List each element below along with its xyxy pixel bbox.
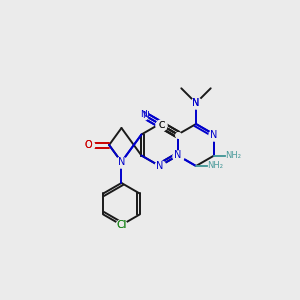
Text: C: C <box>158 121 165 130</box>
Text: N: N <box>192 98 200 108</box>
Text: N: N <box>118 157 125 167</box>
Text: O: O <box>84 140 92 150</box>
Text: Cl: Cl <box>116 220 127 230</box>
Text: NH₂: NH₂ <box>225 151 241 160</box>
Text: N: N <box>142 111 148 120</box>
Text: N: N <box>156 161 163 171</box>
Text: Cl: Cl <box>116 220 127 230</box>
Text: N: N <box>211 130 218 140</box>
Text: N: N <box>174 151 182 160</box>
Text: O: O <box>84 140 92 150</box>
Text: NH₂: NH₂ <box>207 161 223 170</box>
Text: N: N <box>140 110 147 119</box>
Text: N: N <box>192 98 200 108</box>
Text: C: C <box>158 121 165 130</box>
